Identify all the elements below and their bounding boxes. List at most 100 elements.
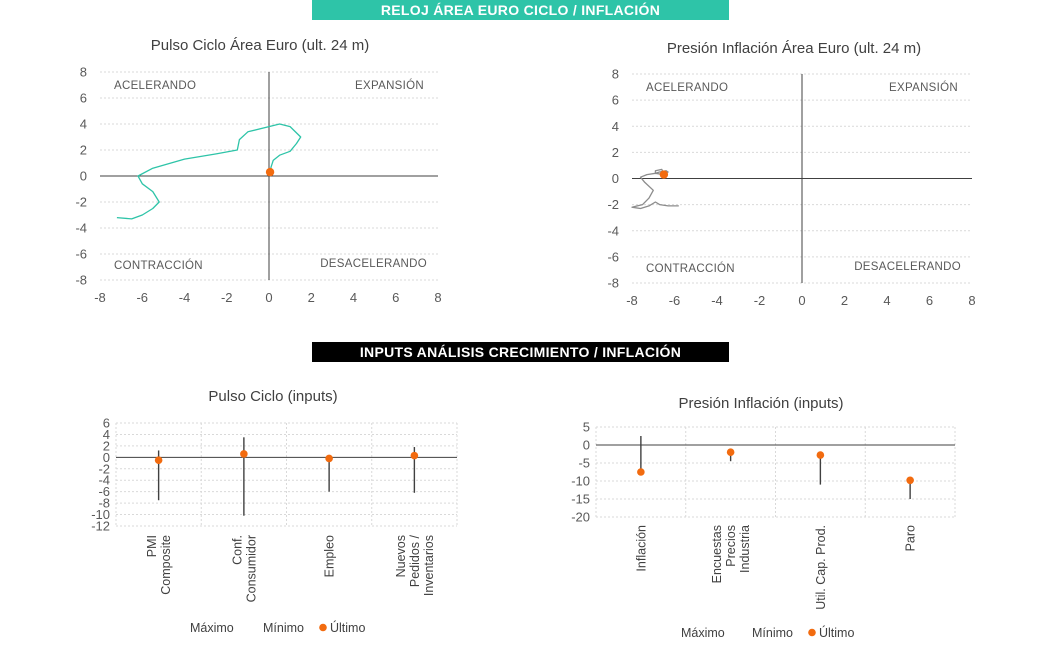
pulso-inputs-ytick: 2 [103, 438, 110, 453]
pulso-inputs-category-text: Consumidor [244, 535, 258, 602]
pulso-inputs-last-point [240, 450, 248, 458]
pulso-inputs-last-point [325, 454, 333, 463]
presion-inputs-category-label: Encuestas Precios Industria [710, 525, 752, 583]
pulso-inputs-category-text: Composite [159, 535, 173, 595]
pulso-clock-xtick: -6 [136, 290, 148, 305]
presion-inputs-category-text: Inflación [634, 525, 648, 572]
presion-clock-ytick: -6 [607, 249, 619, 264]
pulso-clock-quadrant-bottom-right: DESACELERANDO [320, 258, 427, 270]
presion-clock-ytick: 2 [612, 145, 619, 160]
presion-clock-chart: Presión Inflación Área Euro (ult. 24 m) 8… [607, 40, 975, 308]
pulso-inputs-category-label: Conf. Consumidor [230, 535, 258, 602]
pulso-inputs-category-label: Empleo [323, 535, 337, 577]
pulso-inputs-category-text: Nuevos [394, 535, 408, 577]
pulso-inputs-category-text: Pedidos / [408, 534, 422, 587]
presion-inputs-legend-max: Máximo [681, 626, 725, 640]
pulso-clock-last-point [265, 167, 275, 177]
presion-clock-quadrant-top-left: ACELERANDO [646, 82, 728, 94]
presion-inputs-last-point [637, 468, 645, 476]
presion-inputs-ytick: -5 [578, 456, 590, 471]
pulso-clock-chart: Pulso Ciclo Área Euro (ult. 24 m) 8 6 4 2 0 -2… [75, 37, 441, 305]
presion-clock-title: Presión Inflación Área Euro (ult. 24 m) [667, 40, 921, 57]
pulso-inputs-category-text: PMI [145, 535, 159, 557]
presion-inputs-ytick: -15 [571, 492, 590, 507]
pulso-inputs-category-text: Conf. [230, 535, 244, 565]
presion-clock-ytick: 4 [612, 119, 619, 134]
pulso-inputs-ytick: -10 [91, 507, 110, 522]
bottom-banner: INPUTS ANÁLISIS CRECIMIENTO / INFLACIÓN [312, 342, 729, 362]
pulso-clock-ytick: 6 [80, 91, 87, 106]
presion-inputs-last-point [816, 451, 825, 459]
pulso-inputs-category-label: Nuevos Pedidos / Inventarios [394, 534, 436, 596]
pulso-clock-ytick: 4 [80, 117, 87, 132]
pulso-inputs-last-point [410, 451, 419, 460]
presion-inputs-last-point [726, 448, 735, 457]
presion-clock-xtick: -2 [754, 293, 766, 308]
pulso-clock-xtick: 4 [350, 290, 357, 305]
presion-clock-last-point [659, 170, 669, 179]
presion-inputs-ytick: 5 [583, 420, 590, 435]
presion-clock-ytick: -4 [607, 223, 619, 238]
pulso-clock-ytick: 8 [80, 65, 87, 80]
presion-clock-ytick: -8 [607, 276, 619, 291]
presion-clock-ytick: -2 [607, 197, 619, 212]
presion-inputs-category-text: Industria [738, 525, 752, 573]
pulso-clock-xtick: 6 [392, 290, 399, 305]
presion-inputs-ytick: 0 [583, 438, 590, 453]
pulso-inputs-category-text: Inventarios [422, 535, 436, 596]
presion-clock-xtick: 2 [841, 293, 848, 308]
presion-inputs-category-text: Paro [904, 525, 918, 551]
presion-inputs-legend-last: Último [819, 625, 854, 640]
presion-clock-series-line [631, 168, 679, 210]
pulso-inputs-legend-last: Último [330, 620, 365, 635]
pulso-clock-quadrant-top-right: EXPANSIÓN [355, 79, 424, 92]
presion-clock-xtick: -6 [669, 293, 681, 308]
pulso-inputs-legend-last-marker [319, 623, 327, 632]
presion-clock-xtick: 6 [926, 293, 933, 308]
pulso-clock-title: Pulso Ciclo Área Euro (ult. 24 m) [151, 37, 369, 54]
presion-inputs-chart: Presión Inflación (inputs) 5 0 -5 -10 -15 -20 I… [571, 395, 956, 640]
pulso-inputs-ytick: 6 [103, 416, 110, 431]
presion-inputs-category-text: Precios [724, 525, 738, 567]
pulso-inputs-ytick: -12 [91, 519, 110, 534]
pulso-clock-xtick: 0 [265, 290, 272, 305]
presion-clock-xtick: 8 [968, 293, 975, 308]
pulso-inputs-ytick: -2 [98, 461, 110, 476]
pulso-inputs-category-text: Empleo [323, 535, 337, 577]
pulso-clock-ytick: -8 [75, 273, 87, 288]
presion-clock-ytick: 6 [612, 93, 619, 108]
pulso-clock-ytick: -2 [75, 195, 87, 210]
presion-inputs-category-label: Util. Cap. Prod. [814, 525, 828, 610]
pulso-clock-ytick: 0 [80, 169, 87, 184]
pulso-clock-xtick: -4 [179, 290, 191, 305]
presion-inputs-ytick: -10 [571, 474, 590, 489]
presion-clock-xtick: 4 [883, 293, 890, 308]
presion-clock-ytick: 8 [612, 67, 619, 82]
pulso-inputs-ytick: -6 [98, 484, 110, 499]
pulso-inputs-ytick: 0 [103, 450, 110, 465]
pulso-clock-xtick: 2 [308, 290, 315, 305]
presion-clock-xtick: -4 [711, 293, 723, 308]
pulso-inputs-legend-max: Máximo [190, 621, 234, 635]
pulso-clock-ytick: 2 [80, 143, 87, 158]
pulso-clock-xtick: -2 [221, 290, 233, 305]
pulso-inputs-title: Pulso Ciclo (inputs) [208, 388, 337, 405]
presion-inputs-ytick: -20 [571, 510, 590, 525]
presion-clock-xtick: -8 [626, 293, 638, 308]
pulso-clock-quadrant-bottom-left: CONTRACCIÓN [114, 259, 203, 272]
pulso-inputs-ytick: -4 [98, 473, 110, 488]
presion-inputs-category-text: Util. Cap. Prod. [814, 525, 828, 610]
presion-clock-quadrant-bottom-left: CONTRACCIÓN [646, 262, 735, 275]
pulso-inputs-legend-min: Mínimo [263, 621, 304, 635]
presion-inputs-category-label: Inflación [634, 525, 648, 572]
pulso-clock-ytick: -4 [75, 221, 87, 236]
pulso-inputs-category-label: PMI Composite [145, 535, 173, 595]
pulso-inputs-ytick: -8 [98, 496, 110, 511]
presion-clock-xtick: 0 [798, 293, 805, 308]
pulso-clock-series-line [116, 123, 302, 220]
pulso-clock-ytick: -6 [75, 247, 87, 262]
presion-inputs-last-point [906, 476, 914, 485]
presion-inputs-category-label: Paro [904, 525, 918, 551]
